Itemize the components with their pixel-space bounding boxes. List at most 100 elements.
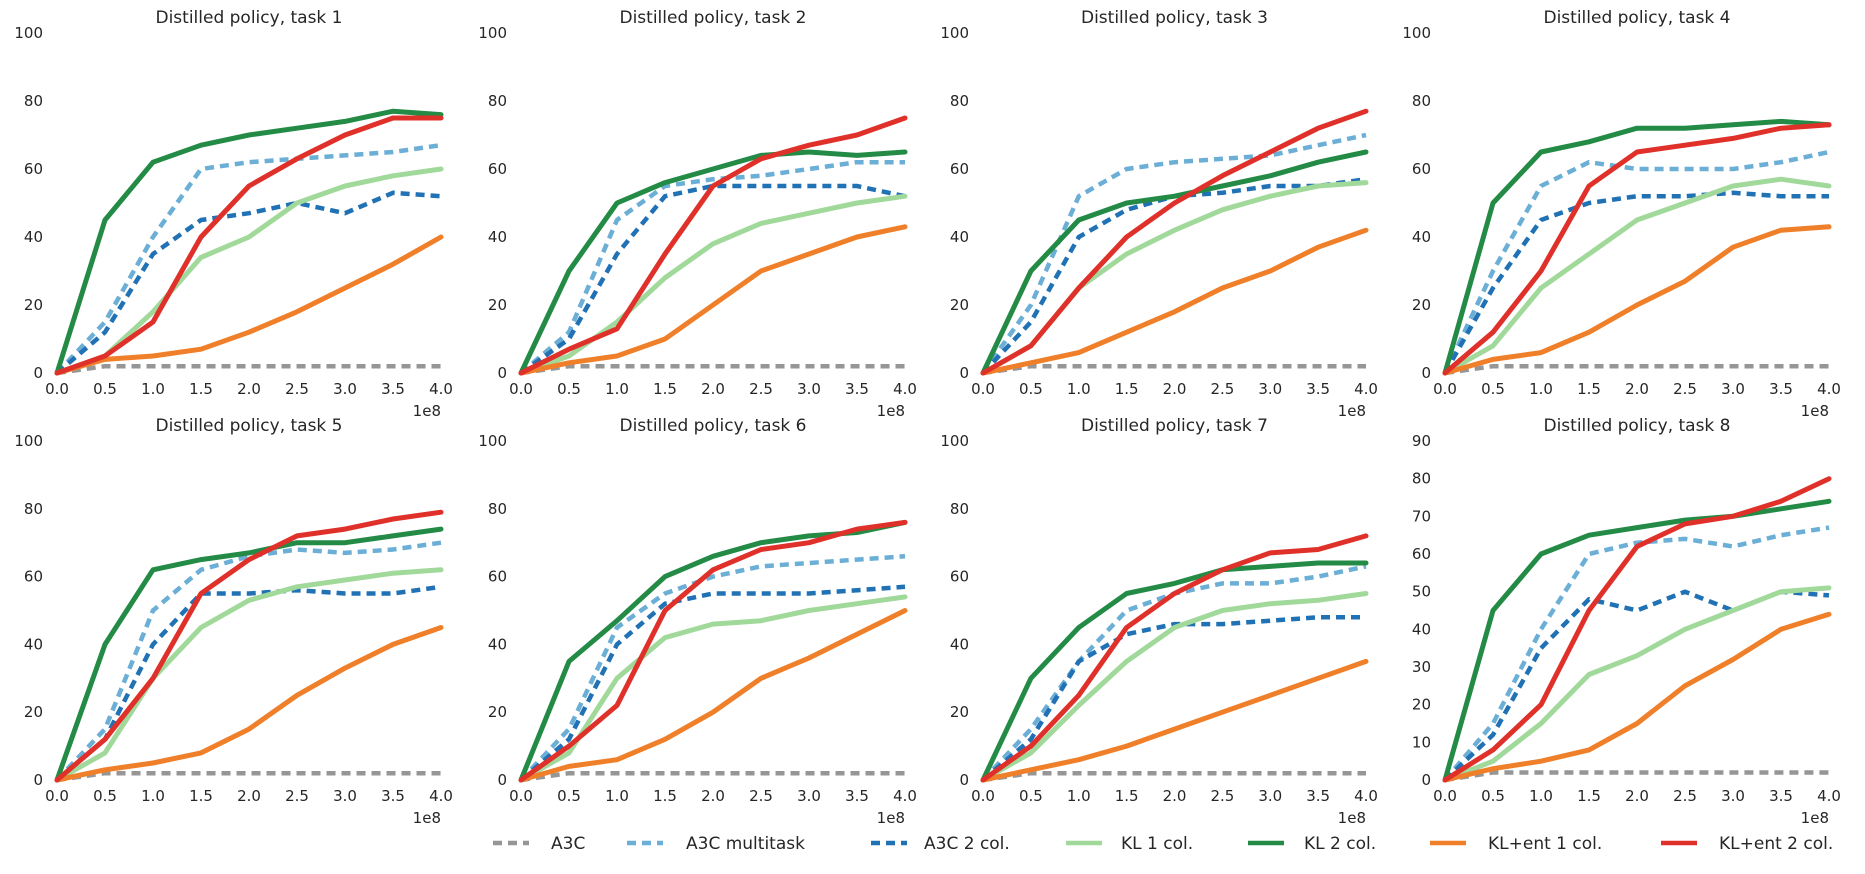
subplot-title: Distilled policy, task 1 <box>155 8 342 28</box>
series-line-a3c-2-col- <box>1443 190 1829 375</box>
x-tick-label: 1.0 <box>1529 787 1553 805</box>
x-tick-label: 2.0 <box>237 380 261 398</box>
x-tick-label: 4.0 <box>893 787 917 805</box>
x-tick-label: 1.5 <box>653 380 677 398</box>
series-line-kl-ent-1-col- <box>1442 224 1832 376</box>
x-tick-label: 2.0 <box>1163 787 1187 805</box>
series-line-a3c <box>520 770 905 783</box>
x-offset-label: 1e8 <box>877 402 905 420</box>
y-tick-label: 80 <box>950 92 969 110</box>
x-tick-label: 0.5 <box>1019 787 1043 805</box>
x-tick-label: 1.0 <box>1529 380 1553 398</box>
series-line-kl-ent-1-col- <box>54 234 444 376</box>
x-tick-label: 3.5 <box>381 380 405 398</box>
x-tick-label: 2.5 <box>285 787 309 805</box>
y-tick-label: 0 <box>33 771 43 789</box>
series-line-a3c-multitask <box>981 564 1367 782</box>
x-tick-label: 1.0 <box>141 380 165 398</box>
y-tick-label: 80 <box>24 92 43 110</box>
legend-label: A3C multitask <box>686 834 805 854</box>
series-line-kl-ent-1-col- <box>54 625 444 783</box>
series-line-kl-1-col- <box>54 567 444 783</box>
y-tick-label: 90 <box>1412 432 1431 450</box>
legend-label: A3C <box>551 834 585 854</box>
y-tick-label: 100 <box>1402 24 1431 42</box>
legend-label: A3C 2 col. <box>924 834 1010 854</box>
subplot-task-5: Distilled policy, task 5 0.0 0.5 1.0 1.5 2.0 2… <box>14 416 453 827</box>
series-line-a3c-2-col- <box>55 584 442 782</box>
y-tick-label: 60 <box>950 160 969 178</box>
series-line-a3c <box>1444 770 1829 783</box>
x-tick-label: 0.0 <box>509 787 533 805</box>
series-line-a3c-multitask <box>1443 525 1830 782</box>
subplot-task-7: Distilled policy, task 7 0.0 0.5 1.0 1.5 2.0 2… <box>940 416 1378 827</box>
series-line-kl-1-col- <box>980 591 1369 783</box>
subplot-task-3: Distilled policy, task 3 0.0 0.5 1.0 1.5 2.0 2… <box>940 8 1378 420</box>
subplot-title: Distilled policy, task 3 <box>1081 8 1268 28</box>
x-tick-label: 4.0 <box>1817 380 1841 398</box>
series-line-kl-ent-2-col- <box>518 519 908 783</box>
y-tick-label: 100 <box>14 24 43 42</box>
series-line-a3c-multitask <box>55 540 442 782</box>
x-tick-label: 4.0 <box>893 380 917 398</box>
series-line-kl-1-col- <box>518 594 908 783</box>
y-tick-label: 70 <box>1412 507 1431 525</box>
y-tick-label: 100 <box>14 432 43 450</box>
y-tick-label: 80 <box>488 92 507 110</box>
x-tick-label: 2.5 <box>1210 380 1234 398</box>
x-tick-label: 2.5 <box>1210 787 1234 805</box>
y-tick-label: 40 <box>950 228 969 246</box>
x-tick-label: 1.5 <box>189 380 213 398</box>
y-tick-label: 60 <box>488 568 507 586</box>
x-tick-label: 3.5 <box>381 787 405 805</box>
series-line-kl-2-col- <box>518 149 908 376</box>
y-tick-label: 20 <box>488 296 507 314</box>
series-line-a3c-multitask <box>55 142 442 375</box>
series-line-kl-ent-1-col- <box>518 224 908 376</box>
legend-label: KL+ent 2 col. <box>1719 834 1833 854</box>
x-tick-label: 4.0 <box>429 787 453 805</box>
x-tick-label: 0.5 <box>1019 380 1043 398</box>
x-tick-label: 2.5 <box>1673 787 1697 805</box>
x-tick-label: 2.0 <box>1163 380 1187 398</box>
y-tick-label: 0 <box>497 364 507 382</box>
x-tick-label: 2.0 <box>1625 787 1649 805</box>
y-tick-label: 100 <box>478 24 507 42</box>
series-line-kl-ent-2-col- <box>54 115 444 376</box>
x-tick-label: 4.0 <box>1817 787 1841 805</box>
x-tick-label: 0.0 <box>1433 787 1457 805</box>
series-line-a3c-2-col- <box>55 190 442 375</box>
y-tick-label: 20 <box>1412 296 1431 314</box>
series-line-kl-2-col- <box>980 560 1369 783</box>
x-tick-label: 3.0 <box>333 787 357 805</box>
y-tick-label: 20 <box>488 703 507 721</box>
subplot-task-6: Distilled policy, task 6 0.0 0.5 1.0 1.5 2.0 2… <box>478 416 917 827</box>
x-tick-label: 0.5 <box>557 787 581 805</box>
y-tick-label: 100 <box>478 432 507 450</box>
series-line-a3c <box>982 363 1366 376</box>
legend-label: KL 2 col. <box>1304 834 1376 854</box>
x-tick-label: 0.0 <box>45 380 69 398</box>
x-tick-label: 3.0 <box>333 380 357 398</box>
x-tick-label: 3.5 <box>1306 380 1330 398</box>
x-tick-label: 0.5 <box>557 380 581 398</box>
y-tick-label: 40 <box>1412 620 1431 638</box>
series-line-kl-ent-2-col- <box>980 533 1369 783</box>
legend: A3C A3C multitask A3C 2 col. KL 1 col. KL 2 … <box>493 834 1833 854</box>
x-tick-label: 3.0 <box>1721 380 1745 398</box>
x-tick-label: 2.5 <box>749 787 773 805</box>
x-offset-label: 1e8 <box>413 402 441 420</box>
series-line-kl-ent-1-col- <box>980 227 1369 376</box>
x-offset-label: 1e8 <box>1801 402 1829 420</box>
series-line-kl-ent-1-col- <box>1442 611 1832 783</box>
subplot-task-4: Distilled policy, task 4 0.0 0.5 1.0 1.5 2.0 2… <box>1402 8 1841 420</box>
y-tick-label: 80 <box>1412 92 1431 110</box>
x-tick-label: 1.0 <box>141 787 165 805</box>
y-tick-label: 80 <box>24 500 43 518</box>
x-tick-label: 3.0 <box>1721 787 1745 805</box>
x-offset-label: 1e8 <box>413 809 441 827</box>
x-tick-label: 2.0 <box>237 787 261 805</box>
series-line-kl-2-col- <box>54 526 444 783</box>
x-tick-label: 1.0 <box>1067 380 1091 398</box>
